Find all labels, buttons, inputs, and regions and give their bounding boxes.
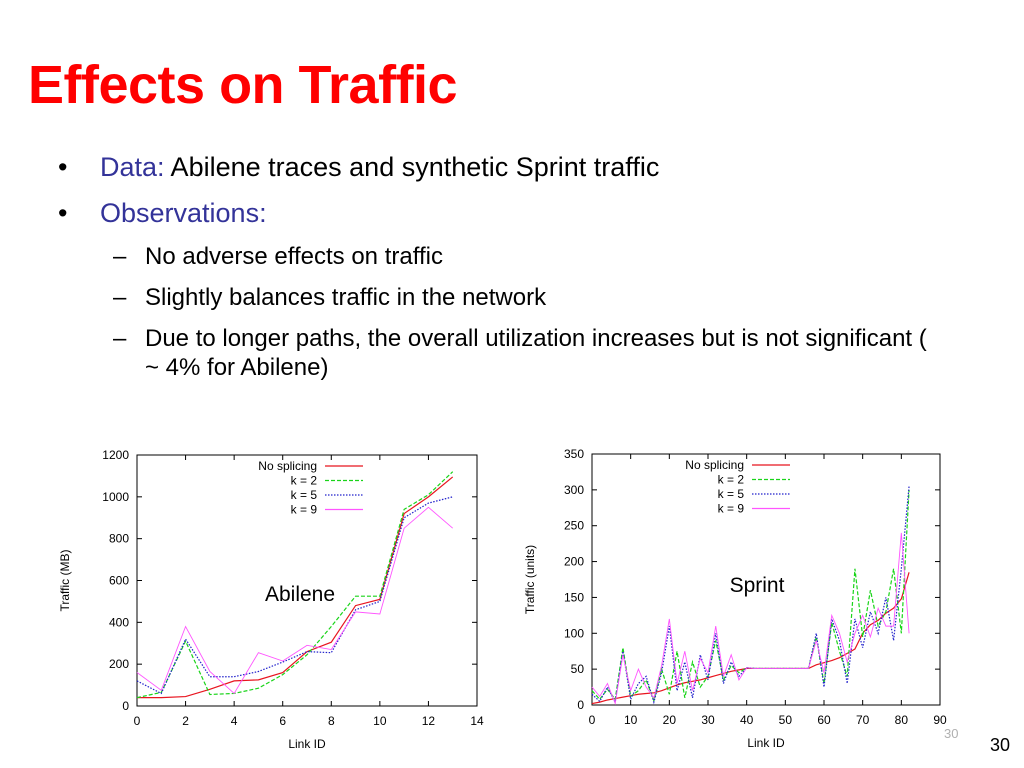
y-tick-label: 50 — [571, 662, 585, 676]
bullet-lead: Data: — [100, 152, 165, 182]
legend-label: No splicing — [685, 458, 744, 472]
y-tick-label: 100 — [564, 626, 584, 640]
x-tick-label: 4 — [231, 714, 238, 728]
x-tick-label: 10 — [373, 714, 387, 728]
series-line — [591, 532, 910, 706]
slide-number: 30 — [990, 735, 1011, 755]
y-tick-label: 300 — [564, 483, 584, 497]
y-tick-label: 250 — [564, 519, 584, 533]
slide-number-watermark: 30 — [944, 726, 959, 741]
x-tick-label: 70 — [856, 713, 870, 727]
y-tick-label: 200 — [109, 657, 129, 671]
sprint-chart: 0 50 100 150 200 250 300 350 0 10 20 30 40 50 60 70 80 90… — [520, 440, 960, 755]
y-tick-label: 200 — [564, 555, 584, 569]
y-tick-label: 1000 — [102, 490, 129, 504]
abilene-chart-svg: 0 200 400 600 800 1000 1200 0 2 4 6 8 10 12 14 Link ID T… — [58, 448, 484, 751]
x-tick-label: 30 — [701, 713, 715, 727]
y-tick-label: 150 — [564, 590, 584, 604]
x-axis-label: Link ID — [288, 737, 326, 751]
bullet-lead: Observations: — [100, 198, 267, 228]
sub-bullet-text: Slightly balances traffic in the network — [145, 284, 547, 311]
y-tick-label: 0 — [122, 699, 129, 713]
x-tick-label: 20 — [663, 713, 677, 727]
sprint-chart-svg: 0 50 100 150 200 250 300 350 0 10 20 30 40 50 60 70 80 90… — [523, 447, 947, 750]
bullet-body: Abilene traces and synthetic Sprint traf… — [164, 152, 660, 182]
x-tick-label: 8 — [328, 714, 335, 728]
x-tick-label: 6 — [279, 714, 286, 728]
x-tick-label: 0 — [589, 713, 596, 727]
legend-label: k = 5 — [291, 488, 318, 502]
x-tick-label: 2 — [182, 714, 189, 728]
legend-label: k = 2 — [718, 473, 745, 487]
x-tick-label: 60 — [817, 713, 831, 727]
x-tick-label: 90 — [933, 713, 947, 727]
legend-label: k = 9 — [718, 502, 745, 516]
sub-bullet-text: No adverse effects on traffic — [145, 243, 443, 270]
series-line — [137, 476, 454, 699]
dash-glyph: – — [113, 284, 127, 311]
x-tick-label: 14 — [470, 714, 484, 728]
dash-glyph: – — [113, 243, 127, 270]
x-tick-label: 10 — [624, 713, 638, 727]
y-tick-label: 600 — [109, 574, 129, 588]
y-tick-label: 800 — [109, 532, 129, 546]
legend-label: k = 5 — [718, 487, 745, 501]
x-tick-label: 50 — [779, 713, 793, 727]
x-tick-label: 12 — [422, 714, 436, 728]
legend-label: k = 2 — [291, 474, 318, 488]
abilene-chart: 0 200 400 600 800 1000 1200 0 2 4 6 8 10 12 14 Link ID T… — [55, 440, 495, 755]
series-line — [136, 506, 454, 695]
y-tick-label: 1200 — [102, 448, 129, 462]
y-tick-label: 400 — [109, 615, 129, 629]
legend-label: No splicing — [258, 459, 317, 473]
y-tick-label: 350 — [564, 447, 584, 461]
series-line — [591, 489, 910, 703]
legend-label: k = 9 — [291, 503, 318, 517]
bullet-text: Data: Abilene traces and synthetic Sprin… — [100, 152, 660, 183]
y-axis-label: Traffic (units) — [523, 545, 537, 614]
x-tick-label: 0 — [134, 714, 141, 728]
bullet-glyph: • — [58, 198, 68, 228]
sub-bullet-text: Due to longer paths, the overall utiliza… — [145, 325, 927, 381]
bullet-glyph: • — [58, 152, 68, 182]
x-tick-label: 80 — [895, 713, 909, 727]
y-tick-label: 0 — [577, 698, 584, 712]
series-line — [136, 471, 454, 699]
x-tick-label: 40 — [740, 713, 754, 727]
plot-frame — [591, 453, 941, 706]
dash-glyph: – — [113, 325, 127, 352]
chart-annotation: Sprint — [730, 574, 785, 597]
bullet-text: Observations: — [100, 198, 267, 229]
x-axis-label: Link ID — [747, 736, 785, 750]
chart-annotation: Abilene — [265, 583, 335, 606]
series-line — [136, 496, 453, 695]
slide-title: Effects on Traffic — [28, 55, 458, 115]
y-axis-label: Traffic (MB) — [58, 549, 72, 611]
